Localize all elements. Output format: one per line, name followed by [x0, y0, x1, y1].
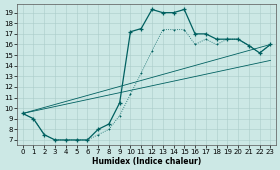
X-axis label: Humidex (Indice chaleur): Humidex (Indice chaleur) — [92, 157, 201, 166]
